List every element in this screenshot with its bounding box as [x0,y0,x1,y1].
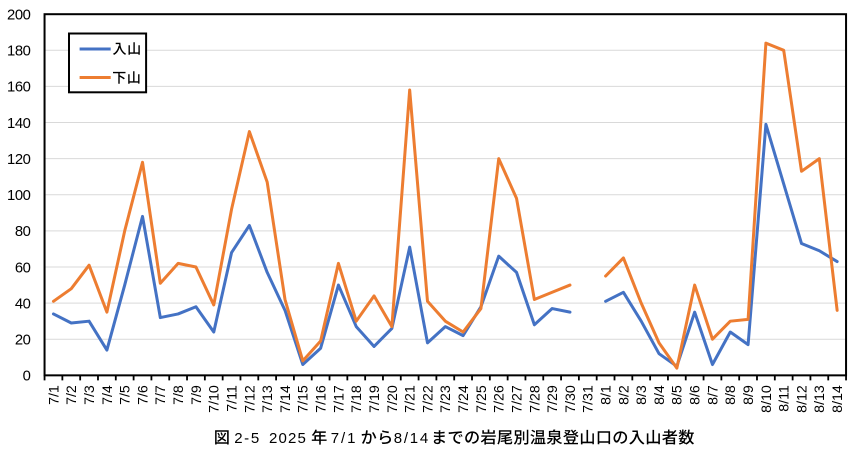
svg-text:8/2: 8/2 [616,385,632,405]
svg-text:7/14: 7/14 [278,385,294,413]
svg-text:8/4: 8/4 [652,385,668,405]
svg-text:8/8: 8/8 [723,385,739,405]
svg-text:8/6: 8/6 [688,385,704,405]
svg-text:8/14: 8/14 [394,430,430,447]
svg-text:60: 60 [15,260,31,276]
svg-text:8/10: 8/10 [759,385,775,413]
svg-text:8/9: 8/9 [741,385,757,405]
svg-text:200: 200 [7,8,31,24]
svg-text:7/5: 7/5 [118,385,134,405]
svg-text:20: 20 [15,333,31,349]
svg-text:7/31: 7/31 [581,385,597,413]
svg-text:180: 180 [7,44,31,60]
svg-text:7/25: 7/25 [474,385,490,413]
svg-text:140: 140 [7,116,31,132]
svg-text:8/14: 8/14 [830,385,846,413]
svg-text:7/28: 7/28 [527,385,543,413]
svg-text:7/30: 7/30 [563,385,579,413]
svg-text:7/12: 7/12 [242,385,258,413]
svg-text:8/7: 8/7 [705,385,721,405]
svg-text:8/1: 8/1 [599,385,615,405]
svg-text:7/21: 7/21 [403,385,419,413]
svg-text:7/24: 7/24 [456,385,472,413]
svg-text:7/8: 7/8 [171,385,187,405]
svg-text:7/27: 7/27 [509,385,525,413]
svg-text:7/1: 7/1 [46,385,62,405]
svg-text:7/10: 7/10 [207,385,223,413]
svg-text:7/23: 7/23 [438,385,454,413]
svg-text:7/29: 7/29 [545,385,561,413]
svg-text:7/17: 7/17 [331,385,347,413]
svg-text:8/12: 8/12 [794,385,810,413]
svg-text:7/18: 7/18 [349,385,365,413]
svg-text:7/13: 7/13 [260,385,276,413]
svg-text:100: 100 [7,188,31,204]
svg-text:7/26: 7/26 [492,385,508,413]
svg-text:2-5: 2-5 [234,430,261,447]
svg-text:7/3: 7/3 [82,385,98,405]
svg-text:7/6: 7/6 [135,385,151,405]
svg-text:40: 40 [15,296,31,312]
svg-text:8/3: 8/3 [634,385,650,405]
svg-text:8/13: 8/13 [812,385,828,413]
svg-text:7/15: 7/15 [296,385,312,413]
svg-text:7/7: 7/7 [153,385,169,405]
svg-text:7/1: 7/1 [331,430,358,447]
svg-text:160: 160 [7,80,31,96]
svg-text:7/4: 7/4 [100,385,116,405]
svg-text:7/16: 7/16 [314,385,330,413]
svg-text:7/20: 7/20 [385,385,401,413]
svg-text:7/9: 7/9 [189,385,205,405]
svg-text:7/2: 7/2 [64,385,80,405]
svg-text:7/19: 7/19 [367,385,383,413]
svg-text:7/22: 7/22 [420,385,436,413]
svg-text:8/5: 8/5 [670,385,686,405]
svg-text:2025: 2025 [269,430,307,447]
svg-text:7/11: 7/11 [224,385,240,412]
svg-text:0: 0 [23,369,31,385]
svg-text:120: 120 [7,152,31,168]
svg-text:8/11: 8/11 [777,385,793,412]
svg-text:80: 80 [15,224,31,240]
